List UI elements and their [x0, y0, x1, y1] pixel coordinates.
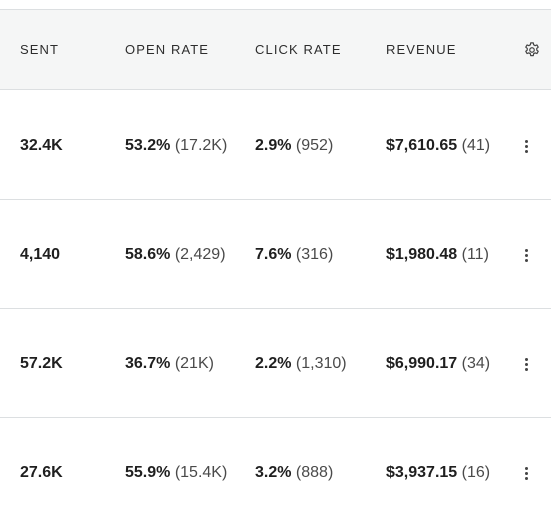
column-header-sent[interactable]: SENT	[20, 42, 60, 57]
open-rate-cell: 55.9% (15.4K)	[125, 464, 228, 481]
sent-cell: 27.6K	[20, 464, 63, 481]
table-row: 4,140 58.6% (2,429) 7.6% (316) $1,980.48…	[0, 200, 551, 309]
revenue-cell: $7,610.65 (41)	[386, 137, 491, 154]
click-rate-cell: 2.9% (952)	[255, 137, 334, 154]
more-vertical-icon[interactable]	[515, 244, 537, 266]
column-header-revenue[interactable]: REVENUE	[386, 42, 457, 57]
open-rate-cell: 36.7% (21K)	[125, 355, 214, 372]
click-rate-cell: 2.2% (1,310)	[255, 355, 347, 372]
open-rate-cell: 53.2% (17.2K)	[125, 137, 228, 154]
more-vertical-icon[interactable]	[515, 353, 537, 375]
click-rate-cell: 3.2% (888)	[255, 464, 334, 481]
click-rate-cell: 7.6% (316)	[255, 246, 334, 263]
table-top-border	[0, 9, 551, 10]
sent-cell: 4,140	[20, 246, 61, 263]
campaign-stats-table: SENT OPEN RATE CLICK RATE REVENUE 32.4K …	[0, 9, 551, 481]
table-row: 57.2K 36.7% (21K) 2.2% (1,310) $6,990.17…	[0, 309, 551, 418]
open-rate-cell: 58.6% (2,429)	[125, 246, 226, 263]
table-row: 32.4K 53.2% (17.2K) 2.9% (952) $7,610.65…	[0, 91, 551, 200]
table-row: 27.6K 55.9% (15.4K) 3.2% (888) $3,937.15…	[0, 418, 551, 527]
column-header-open-rate[interactable]: OPEN RATE	[125, 42, 210, 57]
revenue-cell: $1,980.48 (11)	[386, 246, 489, 263]
revenue-cell: $6,990.17 (34)	[386, 355, 491, 372]
more-vertical-icon[interactable]	[515, 135, 537, 157]
table-header: SENT OPEN RATE CLICK RATE REVENUE	[0, 10, 551, 90]
column-header-click-rate[interactable]: CLICK RATE	[255, 42, 342, 57]
gear-icon[interactable]	[523, 41, 541, 59]
revenue-cell: $3,937.15 (16)	[386, 464, 491, 481]
more-vertical-icon[interactable]	[515, 462, 537, 484]
sent-cell: 32.4K	[20, 137, 63, 154]
sent-cell: 57.2K	[20, 355, 63, 372]
